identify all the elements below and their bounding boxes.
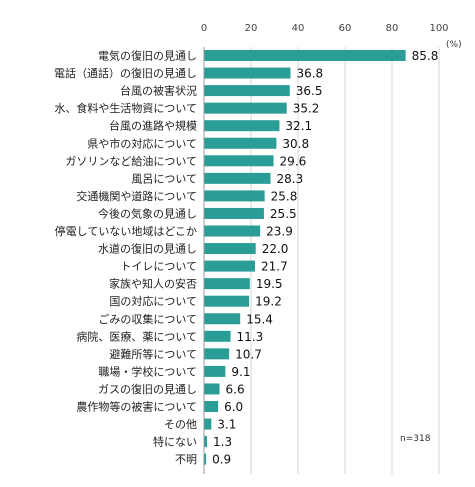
value-label: 36.5 — [296, 84, 323, 98]
bar — [204, 401, 219, 412]
value-label: 29.6 — [280, 154, 307, 168]
value-label: 32.1 — [285, 119, 312, 133]
bar — [204, 137, 277, 149]
value-label: 3.1 — [217, 418, 236, 432]
value-label: 35.2 — [293, 102, 320, 116]
sample-size-note: n=318 — [400, 434, 431, 444]
category-label: 水、食料や生活物資について — [54, 101, 197, 115]
category-label: 職場・学校について — [98, 364, 197, 378]
value-label: 15.4 — [246, 312, 273, 326]
category-label: 台風の被害状況 — [120, 84, 197, 98]
bars — [204, 50, 406, 465]
value-label: 9.1 — [231, 365, 250, 379]
value-label: 23.9 — [266, 225, 293, 239]
value-label: 11.3 — [237, 330, 264, 344]
value-label: 85.8 — [412, 49, 439, 63]
x-tick-label: 60 — [339, 23, 352, 34]
bar — [204, 436, 208, 448]
x-axis-ticks: 0 20 40 60 80 100 — [201, 23, 449, 34]
bar — [204, 50, 406, 61]
bar — [204, 120, 280, 132]
value-labels: 85.8 36.8 36.5 35.2 32.1 30.8 29.6 28.3 25.8 25.5… — [212, 49, 438, 467]
bar — [204, 207, 264, 219]
value-label: 25.5 — [270, 207, 297, 221]
bar — [204, 453, 207, 465]
value-label: 10.7 — [235, 347, 262, 361]
value-label: 19.5 — [256, 277, 283, 291]
bar — [204, 383, 220, 395]
bar — [204, 225, 261, 237]
bar — [204, 278, 250, 290]
category-label: 農作物等の被害について — [76, 400, 197, 414]
bar — [204, 102, 287, 114]
gridlines — [250, 47, 440, 474]
bar — [204, 243, 256, 255]
value-label: 22.0 — [262, 242, 289, 256]
category-label: 風呂について — [131, 172, 197, 185]
bar — [204, 190, 265, 202]
value-label: 28.3 — [277, 172, 304, 186]
category-label: 県や市の対応について — [87, 136, 197, 150]
unit-label: (%) — [446, 40, 462, 50]
bar — [204, 85, 290, 97]
category-label: 台風の進路や規模 — [109, 119, 197, 133]
value-label: 19.2 — [255, 295, 282, 309]
x-tick-label: 100 — [429, 23, 448, 34]
category-label: 病院、医療、薬について — [76, 329, 197, 343]
category-label: 交通機関や道路について — [76, 189, 197, 203]
value-label: 0.9 — [212, 453, 231, 467]
x-tick-label: 20 — [245, 23, 258, 34]
category-label: 家族や知人の安否 — [109, 277, 197, 291]
bar — [204, 365, 226, 377]
x-tick-label: 0 — [201, 23, 207, 34]
category-label: 今後の気象の見通し — [98, 206, 197, 220]
bar — [204, 172, 271, 184]
category-label: 国の対応について — [109, 294, 197, 308]
category-label: 避難所等について — [109, 347, 197, 361]
bar — [204, 313, 241, 325]
value-label: 1.3 — [213, 435, 232, 449]
bar — [204, 67, 291, 79]
value-label: 30.8 — [282, 137, 309, 151]
value-label: 6.0 — [224, 400, 243, 414]
value-label: 21.7 — [261, 260, 288, 274]
bar — [204, 418, 212, 430]
bar — [204, 295, 250, 307]
category-label: ガソリンなど給油について — [65, 154, 197, 168]
category-label: その他 — [164, 418, 197, 431]
value-label: 6.6 — [226, 382, 245, 396]
category-label: 特にない — [153, 435, 197, 449]
category-label: 不明 — [175, 453, 197, 466]
category-label: トイレについて — [120, 260, 197, 273]
category-labels: 電気の復旧の見通し電話（通話）の復旧の見通し台風の被害状況水、食料や生活物資につ… — [54, 49, 197, 467]
category-label: 水道の復旧の見通し — [98, 242, 197, 256]
x-tick-label: 40 — [292, 23, 305, 34]
category-label: ごみの収集について — [98, 312, 197, 326]
bar — [204, 260, 255, 272]
value-label: 36.8 — [296, 67, 323, 81]
value-label: 25.8 — [271, 189, 298, 203]
category-label: 電気の復旧の見通し — [98, 49, 197, 63]
category-label: 停電していない地域はどこか — [55, 224, 197, 238]
x-tick-label: 80 — [386, 23, 399, 34]
category-label: ガスの復旧の見通し — [98, 383, 197, 396]
bar — [204, 348, 230, 360]
bar — [204, 155, 274, 167]
category-label: 電話（通話）の復旧の見通し — [54, 66, 197, 80]
bar — [204, 330, 231, 342]
